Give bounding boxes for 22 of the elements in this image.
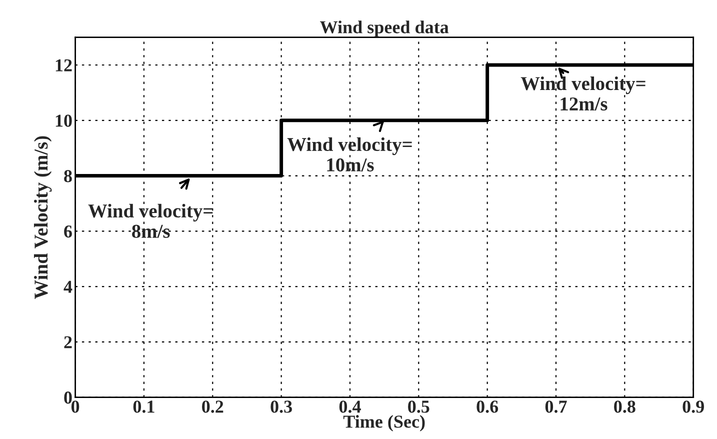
x-tick-label: 0.5 — [408, 400, 430, 413]
y-tick-label: 6 — [64, 225, 72, 238]
y-axis-title: Wind Velocity (m/s) — [34, 136, 52, 299]
x-axis-title: Time (Sec) — [343, 415, 425, 432]
x-tick-label: 0.4 — [339, 400, 361, 413]
y-tick-label: 8 — [64, 170, 72, 182]
chart-title: Wind speed data — [320, 20, 449, 37]
annotation: Wind velocity= 8m/s — [88, 204, 213, 238]
y-tick-label: 12 — [56, 59, 72, 72]
y-tick-label: 2 — [64, 336, 72, 348]
x-tick-label: 0.9 — [682, 400, 704, 413]
x-tick-label: 0.8 — [614, 400, 636, 413]
x-tick-label: 0.6 — [476, 400, 498, 413]
x-tick-label: 0.2 — [202, 400, 224, 413]
y-tick-label: 10 — [56, 114, 72, 127]
x-tick-label: 0.3 — [270, 400, 292, 413]
y-tick-label: 0 — [64, 392, 72, 404]
x-tick-label: 0.1 — [133, 400, 154, 413]
annotation: Wind velocity= 12m/s — [520, 76, 646, 111]
x-tick-label: 0.7 — [545, 400, 567, 413]
annotation: Wind velocity= 10m/s — [287, 137, 412, 172]
y-tick-label: 4 — [64, 280, 72, 293]
